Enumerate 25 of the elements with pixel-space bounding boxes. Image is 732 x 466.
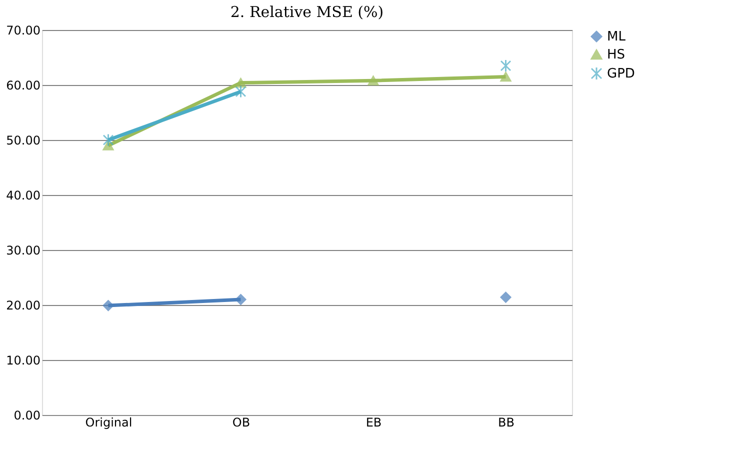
point: [102, 300, 114, 312]
x-tick-label: OB: [232, 416, 250, 430]
point: [368, 76, 379, 86]
y-tick-label: 40.00: [6, 188, 40, 202]
chart-title: 2. Relative MSE (%): [230, 3, 384, 21]
point: [500, 72, 512, 82]
point: [235, 294, 246, 305]
y-tick-label: 60.00: [6, 78, 40, 92]
y-tick-label: 10.00: [6, 354, 40, 368]
x-tick-label: Original: [85, 416, 132, 430]
point: [500, 292, 512, 303]
y-tick-label: 30.00: [6, 244, 40, 258]
y-tick-label: 20.00: [6, 298, 40, 312]
x-tick-label: BB: [498, 416, 514, 430]
y-tick-label: 50.00: [6, 134, 40, 148]
point: [235, 78, 246, 88]
point: [500, 59, 512, 72]
y-tick-label: 0.00: [14, 408, 40, 422]
legend-label: HS: [607, 48, 626, 62]
legend-label: ML: [607, 30, 626, 44]
x-tick-label: EB: [366, 416, 382, 430]
point: [235, 85, 246, 98]
point: [102, 134, 114, 146]
y-tick-label: 70.00: [6, 24, 40, 38]
legend-label: GPD: [607, 66, 635, 82]
